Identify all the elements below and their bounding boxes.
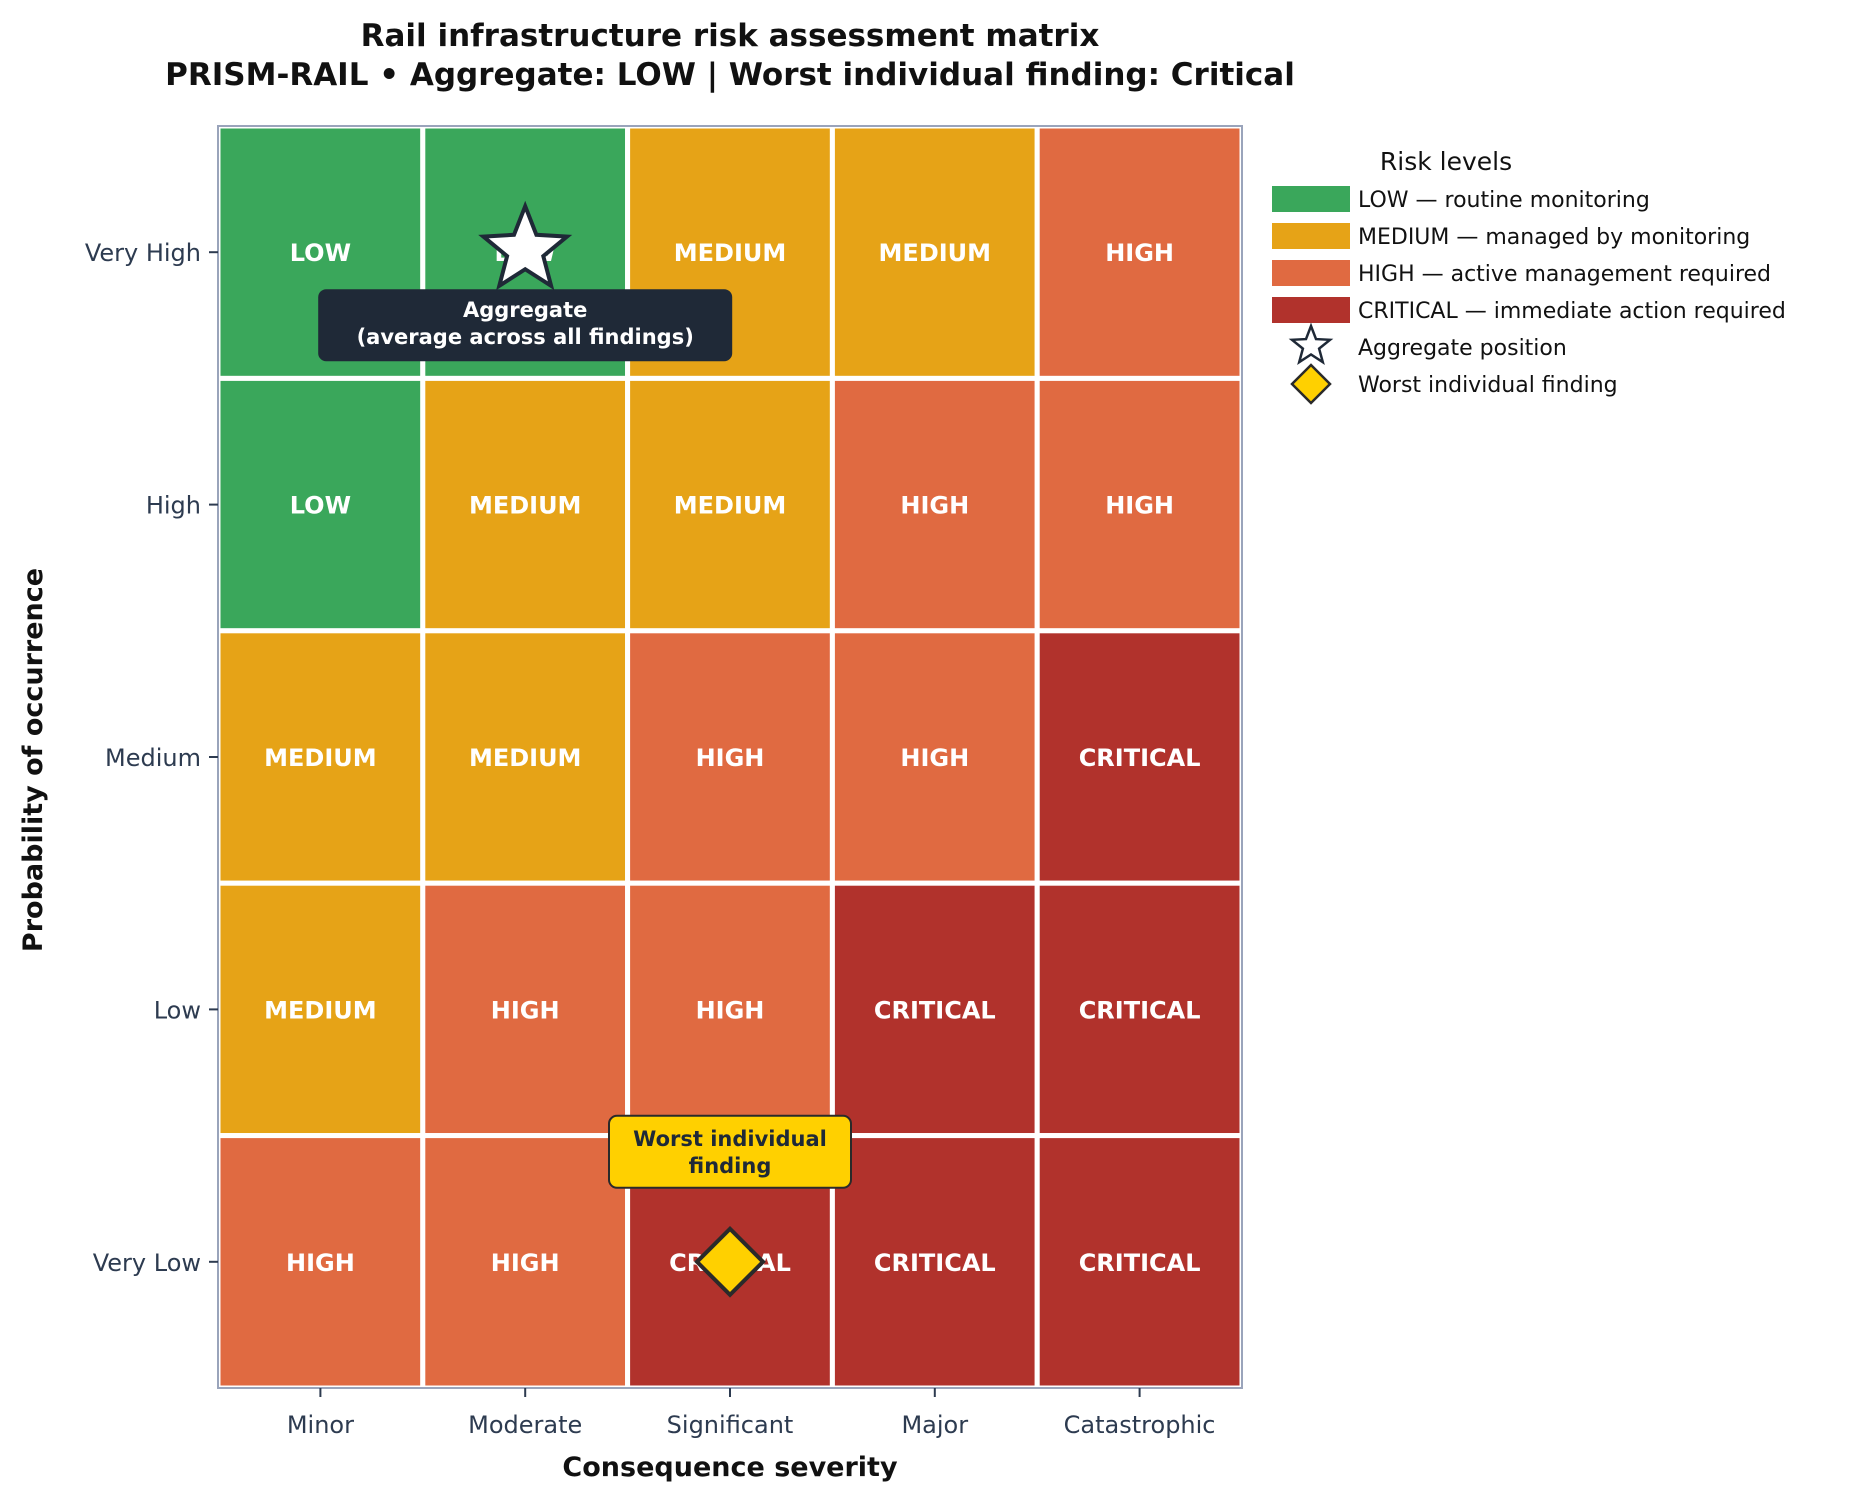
aggregate-annotation-text: Aggregate [463, 298, 587, 322]
aggregate-annotation-box [318, 289, 733, 362]
cell-label: HIGH [696, 744, 765, 772]
legend-diamond-icon [1290, 363, 1332, 405]
legend: Risk levels LOW — routine monitoring MEDIU… [1272, 147, 1786, 405]
y-axis-title: Probability of occurrence [18, 568, 49, 952]
cell-label: HIGH [1105, 239, 1174, 267]
legend-swatch [1272, 260, 1350, 286]
marker-layer: Aggregate (average across all findings) Wo… [318, 200, 852, 1298]
cell-label: HIGH [1105, 492, 1174, 520]
cell-label: MEDIUM [674, 239, 787, 267]
worst-finding-annotation-text: finding [689, 1154, 772, 1178]
cell-label: HIGH [491, 996, 560, 1024]
chart-title-line-1: Rail infrastructure risk assessment matr… [361, 18, 1100, 54]
cell-label: MEDIUM [264, 744, 377, 772]
cell-label: CRITICAL [1079, 1249, 1201, 1277]
x-axis-title: Consequence severity [562, 1452, 898, 1483]
legend-label: Worst individual finding [1358, 373, 1618, 398]
cell-label: LOW [290, 239, 351, 267]
cell-label: CRITICAL [874, 1249, 996, 1277]
x-tick-label: Significant [667, 1411, 794, 1439]
legend-label: MEDIUM — managed by monitoring [1358, 225, 1750, 250]
cell-label: MEDIUM [264, 996, 377, 1024]
matrix-cell [829, 628, 1040, 886]
cell-label: MEDIUM [469, 492, 582, 520]
cell-label: MEDIUM [674, 492, 787, 520]
matrix-cell [420, 880, 631, 1139]
matrix-cell [625, 628, 835, 886]
cell-label: CRITICAL [1079, 744, 1201, 772]
matrix-cell [625, 880, 835, 1139]
x-tick-label: Catastrophic [1064, 1411, 1216, 1439]
x-tick-label: Minor [287, 1411, 354, 1439]
cell-label: CRITICAL [874, 996, 996, 1024]
y-tick-label: Low [154, 996, 201, 1024]
cell-label: HIGH [286, 1249, 355, 1277]
legend-swatch [1272, 223, 1350, 249]
y-tick-label: Very Low [93, 1249, 201, 1277]
cell-label: HIGH [900, 744, 969, 772]
x-tick-label: Moderate [468, 1411, 582, 1439]
plot-area: LOWLOWMEDIUMMEDIUMHIGHLOWMEDIUMMEDIUMHIG… [85, 123, 1245, 1439]
worst-finding-annotation-text: Worst individual [633, 1127, 827, 1151]
cell-label: CRITICAL [1079, 996, 1201, 1024]
aggregate-annotation-text: (average across all findings) [357, 325, 694, 349]
cell-label: HIGH [696, 996, 765, 1024]
legend-title: Risk levels [1380, 147, 1512, 176]
cell-label: MEDIUM [879, 239, 992, 267]
y-tick-label: Very High [85, 239, 201, 267]
legend-swatch [1272, 186, 1350, 212]
legend-label: HIGH — active management required [1358, 262, 1771, 287]
cell-label: LOW [290, 492, 351, 520]
matrix-cell [1034, 628, 1245, 886]
aggregate-star-marker [478, 200, 573, 291]
cell-label: HIGH [900, 492, 969, 520]
matrix-cell [215, 1133, 426, 1391]
worst-finding-annotation-box [608, 1114, 852, 1189]
cell-label: HIGH [491, 1249, 560, 1277]
y-tick-label: Medium [105, 744, 201, 772]
y-tick-label: High [146, 492, 201, 520]
worst-finding-diamond-marker [694, 1225, 766, 1298]
legend-label: Aggregate position [1358, 336, 1567, 361]
matrix-cell [829, 375, 1040, 634]
legend-label: LOW — routine monitoring [1358, 188, 1650, 213]
cell-label: MEDIUM [469, 744, 582, 772]
x-tick-label: Major [901, 1411, 968, 1439]
legend-star-icon [1288, 322, 1334, 366]
matrix-cell [829, 880, 1040, 1139]
chart-title-line-2: PRISM-RAIL • Aggregate: LOW | Worst indi… [165, 57, 1295, 93]
matrix-cell [625, 375, 835, 634]
legend-swatch [1272, 297, 1350, 323]
legend-label: CRITICAL — immediate action required [1358, 299, 1786, 324]
